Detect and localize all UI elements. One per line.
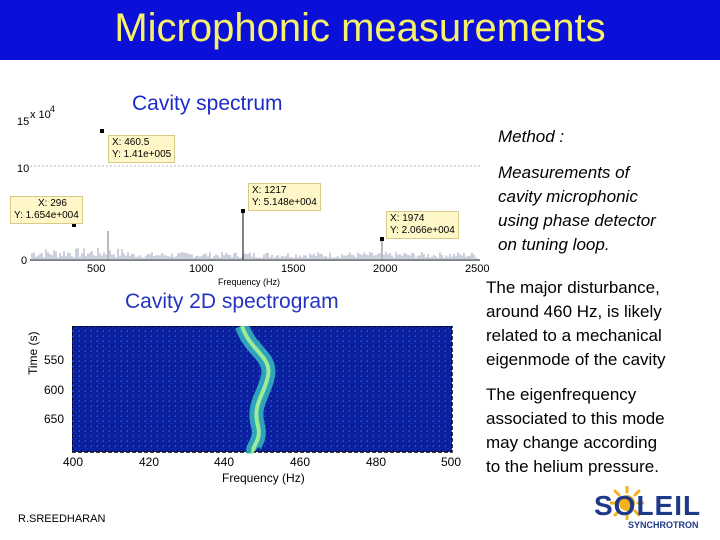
spectrum-plot xyxy=(30,129,480,261)
spectrogram-plot xyxy=(72,326,453,454)
spectrum-xtick-1000: 1000 xyxy=(189,263,214,275)
spectrogram-ytick-550: 550 xyxy=(44,353,65,367)
datatip-296: X: 296 Y: 1.654e+004 xyxy=(10,196,83,224)
title-bar xyxy=(0,0,720,60)
author: R.SREEDHARAN xyxy=(18,513,106,525)
spectrogram-ytick-600: 600 xyxy=(44,383,65,397)
spectrogram-xtick-480: 480 xyxy=(366,455,387,469)
spectrum-label: Cavity spectrum xyxy=(132,92,283,115)
eigen-line-1: The eigenfrequency xyxy=(486,385,637,404)
spectrogram-xtick-440: 440 xyxy=(214,455,235,469)
datatip-1974-y: Y: 2.066e+004 xyxy=(390,225,455,236)
disturbance-line-2: around 460 Hz, is likely xyxy=(486,302,662,321)
spectrum-xtick-2500: 2500 xyxy=(465,263,490,275)
spectrogram-xtick-420: 420 xyxy=(139,455,160,469)
spectrum-xtick-1500: 1500 xyxy=(281,263,306,275)
method-line-2: cavity microphonic xyxy=(498,187,638,206)
spectrum-exponent-power: 4 xyxy=(50,104,56,114)
logo-sub: SYNCHROTRON xyxy=(628,520,699,530)
disturbance-line-4: eigenmode of the cavity xyxy=(486,350,666,369)
spectrum-marker-460 xyxy=(100,129,104,133)
spectrum-marker-1217 xyxy=(241,209,245,213)
method-heading: Method : xyxy=(498,127,565,146)
eigen-line-4: to the helium pressure. xyxy=(486,457,659,476)
datatip-296-x: X: 296 xyxy=(38,198,67,209)
spectrum-marker-1974 xyxy=(380,237,384,241)
spectrogram-label: Cavity 2D spectrogram xyxy=(125,290,339,313)
eigen-line-2: associated to this mode xyxy=(486,409,665,428)
soleil-logo: SOLEIL SYNCHROTRON xyxy=(594,486,714,532)
datatip-460-x: X: 460.5 xyxy=(112,137,150,148)
spectrum-marker-296 xyxy=(72,223,76,227)
logo-name: SOLEIL xyxy=(594,490,702,521)
datatip-1974-x: X: 1974 xyxy=(390,213,425,224)
slide-title: Microphonic measurements xyxy=(114,6,606,50)
method-line-1: Measurements of xyxy=(498,163,630,182)
spectrogram-xtick-500: 500 xyxy=(441,455,462,469)
spectrogram-xtick-400: 400 xyxy=(63,455,84,469)
spectrum-ytick-10: 10 xyxy=(17,163,30,175)
sun-icon xyxy=(610,486,644,520)
disturbance-line-1: The major disturbance, xyxy=(486,278,660,297)
spectrogram-ridge xyxy=(240,326,271,454)
spectrum-noise xyxy=(31,248,477,260)
spectrogram-xlabel: Frequency (Hz) xyxy=(222,471,305,485)
spectrum-xtick-500: 500 xyxy=(87,263,106,275)
spectrum-xtick-2000: 2000 xyxy=(373,263,398,275)
spectrum-ytick-0: 0 xyxy=(21,255,28,267)
spectrogram-ylabel: Time (s) xyxy=(26,331,40,375)
spectrum-exponent: x 10 xyxy=(30,109,51,121)
datatip-1217-y: Y: 5.148e+004 xyxy=(252,197,317,208)
method-line-4: on tuning loop. xyxy=(498,235,610,254)
datatip-296-y: Y: 1.654e+004 xyxy=(14,210,79,221)
spectrogram-ytick-650: 650 xyxy=(44,412,65,426)
spectrum-ytick-15: 15 xyxy=(17,116,30,128)
datatip-1217-x: X: 1217 xyxy=(252,185,287,196)
method-line-3: using phase detector xyxy=(498,211,656,230)
spectrum-xlabel: Frequency (Hz) xyxy=(218,277,281,287)
datatip-1974: X: 1974 Y: 2.066e+004 xyxy=(386,211,459,239)
eigen-line-3: may change according xyxy=(486,433,658,452)
datatip-460-y: Y: 1.41e+005 xyxy=(112,149,172,160)
datatip-460: X: 460.5 Y: 1.41e+005 xyxy=(108,135,176,163)
datatip-1217: X: 1217 Y: 5.148e+004 xyxy=(248,183,321,211)
spectrogram-xtick-460: 460 xyxy=(290,455,311,469)
disturbance-line-3: related to a mechanical xyxy=(486,326,662,345)
